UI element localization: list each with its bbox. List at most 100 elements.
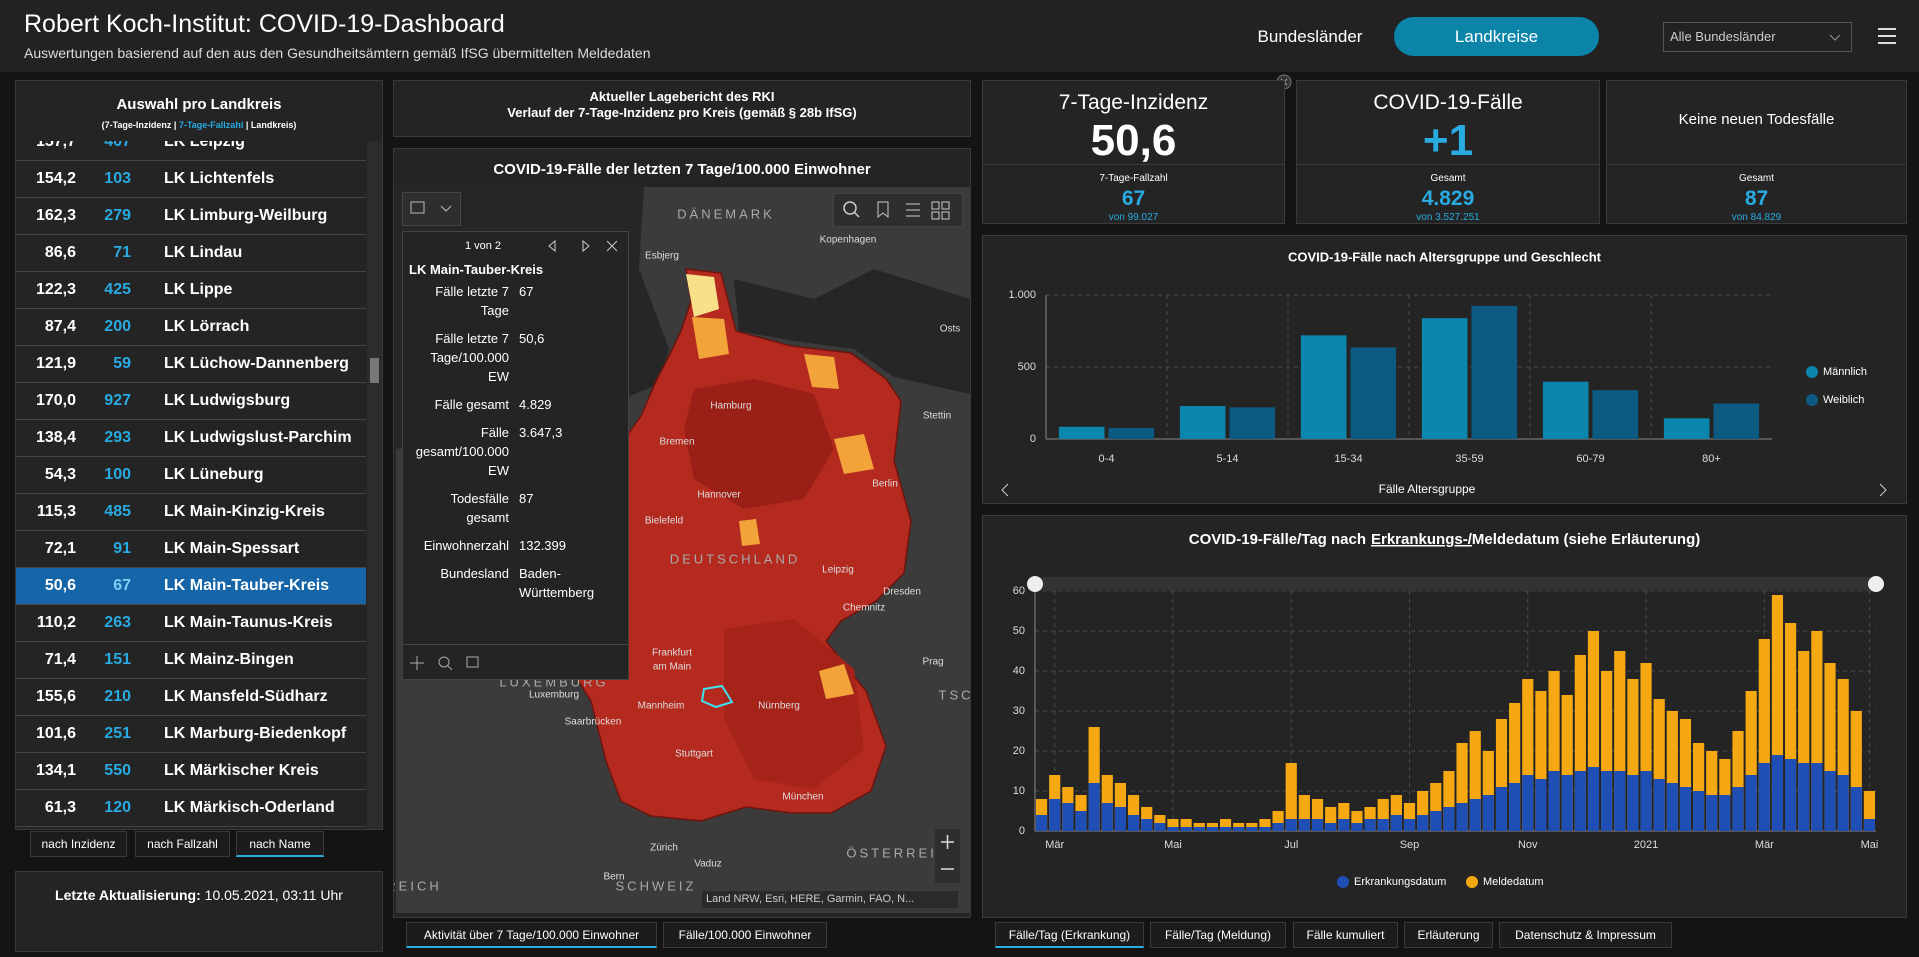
map-label: SCHWEIZ	[616, 878, 697, 893]
tab[interactable]: nach Fallzahl	[135, 831, 230, 857]
kpi-sub-value: 67	[1121, 187, 1146, 210]
district-row[interactable]: 121,9 59 LK Lüchow-Dannenberg	[16, 346, 366, 383]
district-row[interactable]: 101,6 251 LK Marburg-Biedenkopf	[16, 716, 366, 753]
bar	[1298, 795, 1310, 831]
kpi-sub-total: von 84.829	[1731, 212, 1782, 223]
selected-district[interactable]	[700, 684, 734, 709]
map-label: Bremen	[659, 437, 694, 448]
map-label: Nürnberg	[758, 701, 800, 712]
tab[interactable]: Fälle kumuliert	[1293, 922, 1398, 948]
bar	[1377, 799, 1389, 831]
field-value: 132.399	[519, 538, 566, 553]
bar	[1771, 595, 1784, 831]
tab[interactable]: nach Name	[236, 831, 324, 857]
district-row[interactable]: 155,6 210 LK Mansfeld-Südharz	[16, 679, 366, 716]
bar	[1850, 787, 1862, 831]
district-row[interactable]: 86,6 71 LK Lindau	[16, 235, 366, 272]
kpi-sub-label: Gesamt	[1430, 173, 1466, 184]
field-value: 67	[519, 284, 534, 299]
bar	[1325, 807, 1337, 831]
district-row[interactable]: 72,1 91 LK Main-Spessart	[16, 531, 366, 568]
scroll-left[interactable]	[1001, 483, 1009, 497]
slider-handle[interactable]	[1027, 576, 1043, 592]
district-row[interactable]: 157,7 407 LK Leipzig	[16, 141, 366, 161]
menu-icon[interactable]	[1878, 27, 1898, 45]
bar	[1430, 811, 1442, 831]
bar	[1285, 819, 1297, 831]
y-tick-label: 1.000	[1008, 289, 1036, 301]
district-row[interactable]: 138,4 293 LK Ludwigslust-Parchim	[16, 420, 366, 457]
bar	[1837, 679, 1849, 831]
incidence: 155,6	[35, 688, 76, 705]
tab[interactable]: Aktivität über 7 Tage/100.000 Einwohner	[406, 922, 657, 948]
district-row[interactable]: 162,3 279 LK Limburg-Weilburg	[16, 198, 366, 235]
tab-button[interactable]: Bundesländer	[1257, 27, 1363, 46]
district-row[interactable]: 134,1 550 LK Märkischer Kreis	[16, 753, 366, 790]
district-row[interactable]: 122,3 425 LK Lippe	[16, 272, 366, 309]
toolbar-icons	[843, 201, 950, 220]
popup-actions[interactable]	[407, 652, 507, 676]
kpi-divider	[983, 164, 1284, 165]
district-row[interactable]: 50,6 67 LK Main-Tauber-Kreis	[16, 568, 366, 605]
district-row[interactable]: 71,4 151 LK Mainz-Bingen	[16, 642, 366, 679]
scroll-right[interactable]	[1879, 483, 1887, 497]
zoom-icons	[941, 835, 954, 870]
kpi-sub-label: Gesamt	[1738, 173, 1774, 184]
map-label: am Main	[653, 662, 691, 673]
bar	[1745, 775, 1757, 831]
map-toolbar[interactable]	[833, 193, 963, 227]
report-panel[interactable]: Aktueller Lagebericht des RKI Verlauf de…	[393, 80, 971, 137]
bar	[1785, 623, 1797, 831]
scrollbar[interactable]	[367, 141, 382, 829]
bar	[1127, 815, 1140, 831]
bar	[1141, 819, 1153, 831]
tab[interactable]: Fälle/Tag (Erkrankung)	[995, 922, 1144, 948]
slider-handle[interactable]	[1868, 576, 1884, 592]
x-tick-label: 35-59	[1455, 453, 1483, 465]
bar	[1300, 335, 1347, 439]
kpi-card: COVID-19-Fälle +1 Gesamt 4.829 von 3.527.251	[1296, 80, 1600, 224]
popup-controls[interactable]	[543, 236, 623, 256]
district-row[interactable]: 110,2 263 LK Main-Taunus-Kreis	[16, 605, 366, 642]
bar	[1456, 803, 1468, 831]
tab[interactable]: nach Inzidenz	[30, 831, 127, 857]
district-row[interactable]: 170,0 927 LK Ludwigsburg	[16, 383, 366, 420]
incidence: 162,3	[35, 207, 76, 224]
district-row[interactable]: 154,2 103 LK Lichtenfels	[16, 161, 366, 198]
bar	[1548, 771, 1560, 831]
map-label: TSC	[939, 687, 972, 702]
y-tick-label: 0	[1019, 825, 1025, 837]
zoom-control[interactable]	[935, 829, 960, 883]
bar	[1259, 827, 1271, 831]
bar	[1627, 679, 1639, 831]
update-value: 10.05.2021, 03:11 Uhr	[204, 887, 343, 903]
bar	[1058, 426, 1105, 439]
tab-button-active[interactable]: Landkreise	[1394, 17, 1599, 56]
map-title: COVID-19-Fälle der letzten 7 Tage/100.00…	[493, 161, 871, 178]
field-label: Fälle letzte 7 Tage/100.000 EW	[430, 331, 509, 384]
tab[interactable]: Erläuterung	[1404, 922, 1493, 948]
map-popup: 1 von 2 LK Main-Tauber-Kreis Fälle letzt…	[402, 231, 629, 680]
bar	[1732, 787, 1744, 831]
incidence: 86,6	[44, 244, 76, 261]
state-dropdown[interactable]: Alle Bundesländer	[1663, 22, 1852, 52]
tab[interactable]: Fälle/100.000 Einwohner	[663, 922, 827, 948]
district-row[interactable]: 115,3 485 LK Main-Kinzig-Kreis	[16, 494, 366, 531]
tab[interactable]: Fälle/Tag (Meldung)	[1150, 922, 1286, 948]
district-name: LK Mainz-Bingen	[164, 651, 294, 668]
map-label: Mannheim	[638, 701, 685, 712]
district-row[interactable]: 61,3 120 LK Märkisch-Oderland	[16, 790, 366, 827]
map-toolbar[interactable]	[402, 192, 461, 226]
case-count: 67	[113, 577, 131, 594]
district-row[interactable]: 54,3 100 LK Lüneburg	[16, 457, 366, 494]
range-slider[interactable]	[1035, 577, 1876, 591]
tab[interactable]: Datenschutz & Impressum	[1499, 922, 1672, 948]
case-count: 210	[104, 688, 131, 705]
x-tick-label: 60-79	[1576, 453, 1604, 465]
district-row[interactable]: 87,4 200 LK Lörrach	[16, 309, 366, 346]
bar	[1535, 779, 1547, 831]
map-label: Stuttgart	[675, 749, 713, 760]
bar	[1350, 347, 1397, 439]
bar	[1798, 763, 1810, 831]
scroll-thumb[interactable]	[370, 358, 379, 383]
